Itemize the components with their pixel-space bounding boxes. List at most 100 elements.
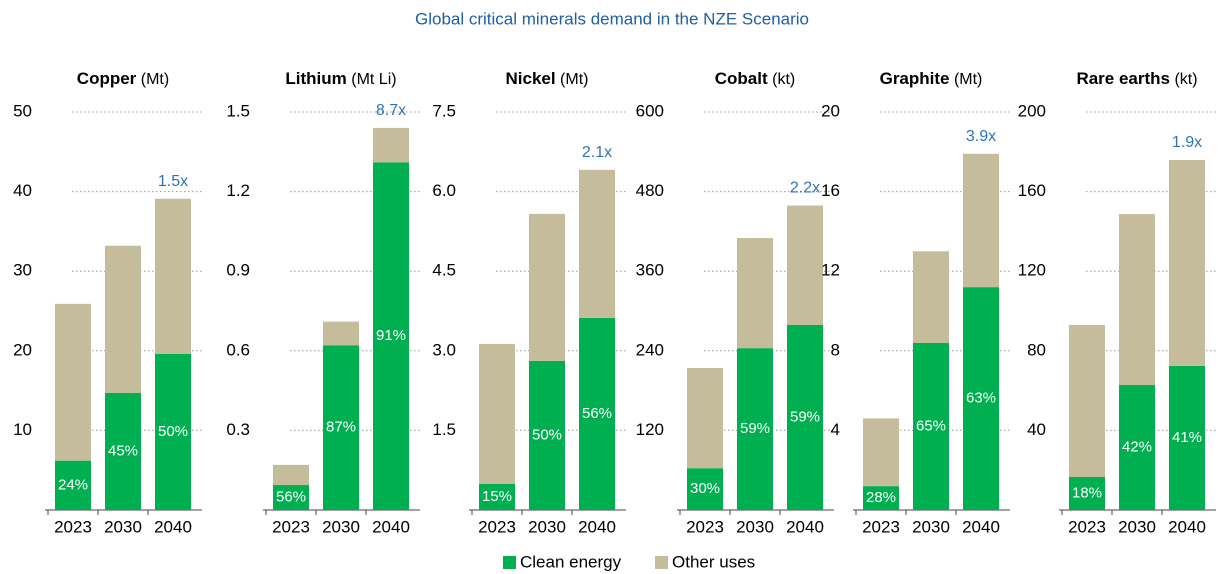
x-tick-label: 2023 bbox=[272, 517, 310, 536]
panel-title-name: Graphite bbox=[880, 69, 950, 88]
growth-label: 8.7x bbox=[376, 102, 406, 119]
y-tick-label: 0.9 bbox=[226, 261, 250, 280]
bar-segment bbox=[373, 162, 409, 510]
y-tick-label: 200 bbox=[1018, 101, 1046, 120]
panel-title-unit: (Mt Li) bbox=[351, 71, 396, 88]
panel-title: Graphite (Mt) bbox=[880, 69, 983, 88]
segment-label: 45% bbox=[108, 442, 138, 459]
y-tick-label: 600 bbox=[636, 101, 664, 120]
bar-segment bbox=[737, 348, 773, 510]
y-tick-label: 16 bbox=[821, 181, 840, 200]
segment-label: 91% bbox=[376, 327, 406, 344]
bar-segment bbox=[1069, 476, 1105, 510]
y-tick-label: 20 bbox=[13, 340, 32, 359]
panel-title-unit: (kt) bbox=[1174, 71, 1197, 88]
y-tick-label: 4 bbox=[831, 420, 840, 439]
bar-segment bbox=[1069, 324, 1105, 477]
y-tick-label: 480 bbox=[636, 181, 664, 200]
x-tick-label: 2040 bbox=[1168, 517, 1206, 536]
bar-segment bbox=[55, 303, 91, 461]
x-tick-label: 2040 bbox=[372, 517, 410, 536]
bar-segment bbox=[373, 127, 409, 163]
panel-title-unit: (Mt) bbox=[141, 71, 169, 88]
y-tick-label: 10 bbox=[13, 420, 32, 439]
segment-label: 59% bbox=[740, 420, 770, 437]
bar-segment bbox=[105, 392, 141, 510]
panel-title-unit: (Mt) bbox=[954, 71, 982, 88]
y-tick-label: 40 bbox=[1027, 420, 1046, 439]
x-tick-label: 2023 bbox=[1068, 517, 1106, 536]
segment-label: 65% bbox=[916, 417, 946, 434]
x-tick-label: 2040 bbox=[578, 517, 616, 536]
segment-label: 56% bbox=[582, 405, 612, 422]
bar-segment bbox=[1169, 365, 1205, 510]
growth-label: 2.2x bbox=[790, 180, 820, 197]
segment-label: 41% bbox=[1172, 429, 1202, 446]
bar-segment bbox=[479, 483, 515, 510]
y-tick-label: 80 bbox=[1027, 340, 1046, 359]
bar-segment bbox=[863, 418, 899, 487]
panel-title: Lithium (Mt Li) bbox=[285, 69, 396, 88]
bar-segment bbox=[1169, 159, 1205, 366]
panel-title-name: Copper bbox=[77, 69, 137, 88]
bar-segment bbox=[273, 485, 309, 510]
segment-label: 50% bbox=[158, 423, 188, 440]
bar-segment bbox=[1119, 385, 1155, 510]
bar-segment bbox=[913, 251, 949, 343]
bar-segment bbox=[687, 468, 723, 510]
y-tick-label: 1.2 bbox=[226, 181, 250, 200]
bar-segment bbox=[737, 238, 773, 349]
bar-segment bbox=[479, 343, 515, 484]
segment-label: 42% bbox=[1122, 438, 1152, 455]
y-tick-label: 0.3 bbox=[226, 420, 250, 439]
panel-title: Rare earths (kt) bbox=[1076, 69, 1197, 88]
panel-title-name: Rare earths bbox=[1076, 69, 1170, 88]
chart-title: Global critical minerals demand in the N… bbox=[415, 9, 809, 28]
bar-segment bbox=[155, 353, 191, 510]
legend-swatch bbox=[655, 556, 668, 569]
legend-label: Other uses bbox=[672, 552, 755, 571]
growth-label: 1.5x bbox=[158, 173, 188, 190]
y-tick-label: 1.5 bbox=[432, 420, 456, 439]
legend-swatch bbox=[503, 556, 516, 569]
y-tick-label: 30 bbox=[13, 261, 32, 280]
bar-segment bbox=[579, 317, 615, 510]
panel-title-unit: (Mt) bbox=[560, 71, 588, 88]
x-tick-label: 2040 bbox=[154, 517, 192, 536]
y-tick-label: 1.5 bbox=[226, 101, 250, 120]
y-tick-label: 7.5 bbox=[432, 101, 456, 120]
panel-title-name: Nickel bbox=[506, 69, 556, 88]
y-tick-label: 50 bbox=[13, 101, 32, 120]
x-tick-label: 2030 bbox=[104, 517, 142, 536]
bar-segment bbox=[863, 486, 899, 510]
x-tick-label: 2023 bbox=[862, 517, 900, 536]
segment-label: 87% bbox=[326, 419, 356, 436]
growth-label: 3.9x bbox=[966, 128, 996, 145]
segment-label: 56% bbox=[276, 488, 306, 505]
bar-segment bbox=[787, 324, 823, 510]
legend-label: Clean energy bbox=[520, 552, 622, 571]
panel-title: Nickel (Mt) bbox=[506, 69, 589, 88]
y-tick-label: 40 bbox=[13, 181, 32, 200]
bar-segment bbox=[787, 205, 823, 325]
x-tick-label: 2040 bbox=[786, 517, 824, 536]
y-tick-label: 6.0 bbox=[432, 181, 456, 200]
bar-segment bbox=[579, 169, 615, 318]
segment-label: 24% bbox=[58, 476, 88, 493]
segment-label: 63% bbox=[966, 390, 996, 407]
y-tick-label: 3.0 bbox=[432, 340, 456, 359]
bar-segment bbox=[913, 342, 949, 510]
bar-segment bbox=[963, 153, 999, 288]
y-tick-label: 0.6 bbox=[226, 340, 250, 359]
y-tick-label: 120 bbox=[636, 420, 664, 439]
panel-title: Cobalt (kt) bbox=[715, 69, 795, 88]
bar-segment bbox=[529, 213, 565, 361]
bar-segment bbox=[323, 321, 359, 346]
bar-segment bbox=[273, 464, 309, 486]
segment-label: 59% bbox=[790, 408, 820, 425]
y-tick-label: 4.5 bbox=[432, 261, 456, 280]
x-tick-label: 2030 bbox=[322, 517, 360, 536]
panel-title-name: Cobalt bbox=[715, 69, 768, 88]
segment-label: 18% bbox=[1072, 484, 1102, 501]
